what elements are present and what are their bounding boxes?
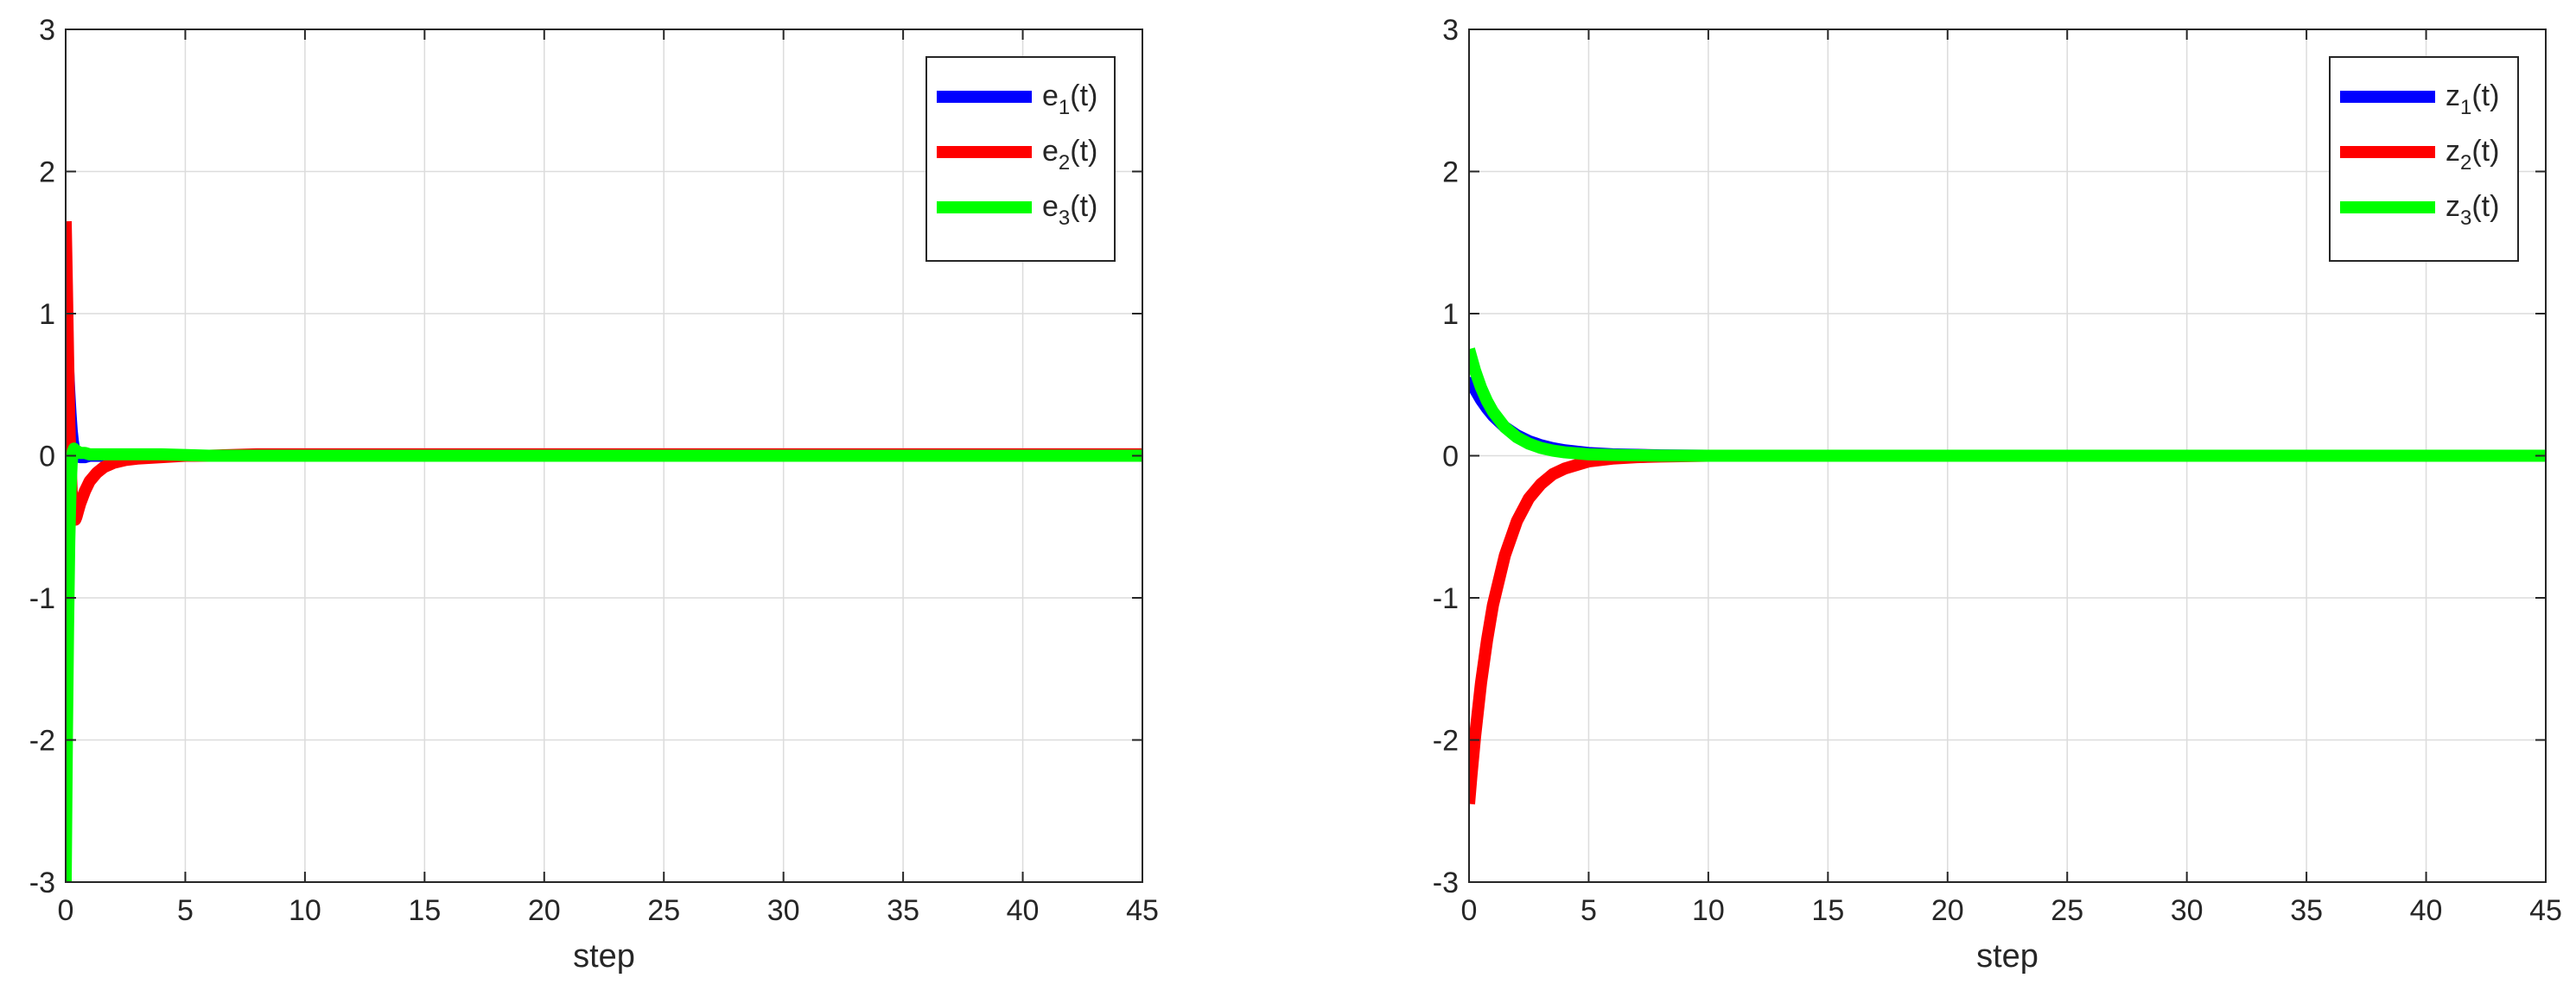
series-group [66, 220, 1142, 882]
series-group [1469, 347, 2546, 805]
x-tick-label: 25 [2051, 894, 2083, 927]
y-tick-label: -2 [29, 725, 55, 758]
x-tick-label: 35 [887, 894, 919, 927]
x-tick-label: 20 [1931, 894, 1964, 927]
y-tick-label: -1 [29, 582, 55, 615]
ticks: 0 5 10 15 20 25 30 35 40 45 -3 -2 -1 0 1 2 3 [29, 14, 1159, 927]
x-tick-label: 5 [177, 894, 194, 927]
y-tick-label: 1 [1442, 298, 1459, 331]
legend-label-e2: e2(t) [1042, 135, 1097, 175]
x-axis-label: step [573, 938, 635, 975]
x-tick-label: 30 [2171, 894, 2204, 927]
x-tick-label: 30 [767, 894, 800, 927]
x-tick-label: 25 [647, 894, 680, 927]
y-tick-label: -3 [29, 867, 55, 899]
legend: e1(t) e2(t) e3(t) [925, 56, 1116, 262]
x-tick-label: 10 [1692, 894, 1725, 927]
y-tick-label: 3 [39, 14, 55, 47]
x-tick-label: 0 [58, 894, 74, 927]
legend-label-z3: z3(t) [2446, 190, 2499, 230]
x-tick-label: 45 [1126, 894, 1159, 927]
series-line-z3 [1469, 347, 2546, 462]
y-tick-label: 2 [1442, 156, 1459, 189]
legend-label-z1: z1(t) [2446, 79, 2499, 119]
legend-label-z2: z2(t) [2446, 135, 2499, 175]
x-tick-label: 15 [408, 894, 441, 927]
x-tick-label: 35 [2290, 894, 2323, 927]
y-tick-label: 2 [39, 156, 55, 189]
y-tick-label: 3 [1442, 14, 1459, 47]
y-tick-label: -1 [1433, 582, 1459, 615]
y-tick-label: 0 [1442, 441, 1459, 473]
y-tick-label: 0 [39, 441, 55, 473]
y-tick-label: -2 [1433, 725, 1459, 758]
legend: z1(t) z2(t) z3(t) [2329, 56, 2519, 262]
x-tick-label: 15 [1811, 894, 1844, 927]
y-tick-label: -3 [1433, 867, 1459, 899]
legend-label-e1: e1(t) [1042, 79, 1097, 119]
chart-left: 0 5 10 15 20 25 30 35 40 45 -3 -2 -1 0 1 2 3 step e1(t) e2(… [29, 14, 1159, 975]
x-tick-label: 40 [1007, 894, 1040, 927]
ticks: 0 5 10 15 20 25 30 35 40 45 -3 -2 -1 0 1 2 3 [1433, 14, 2562, 927]
x-tick-label: 0 [1461, 894, 1478, 927]
y-tick-label: 1 [39, 298, 55, 331]
x-tick-label: 10 [289, 894, 321, 927]
x-tick-label: 20 [528, 894, 561, 927]
series-line-e3 [66, 442, 1142, 882]
chart-right: 0 5 10 15 20 25 30 35 40 45 -3 -2 -1 0 1 2 3 step z1(t) z2(… [1433, 14, 2562, 975]
x-tick-label: 5 [1581, 894, 1597, 927]
x-tick-label: 40 [2410, 894, 2443, 927]
x-tick-label: 45 [2529, 894, 2562, 927]
x-axis-label: step [1976, 938, 2039, 975]
legend-label-e3: e3(t) [1042, 190, 1097, 230]
